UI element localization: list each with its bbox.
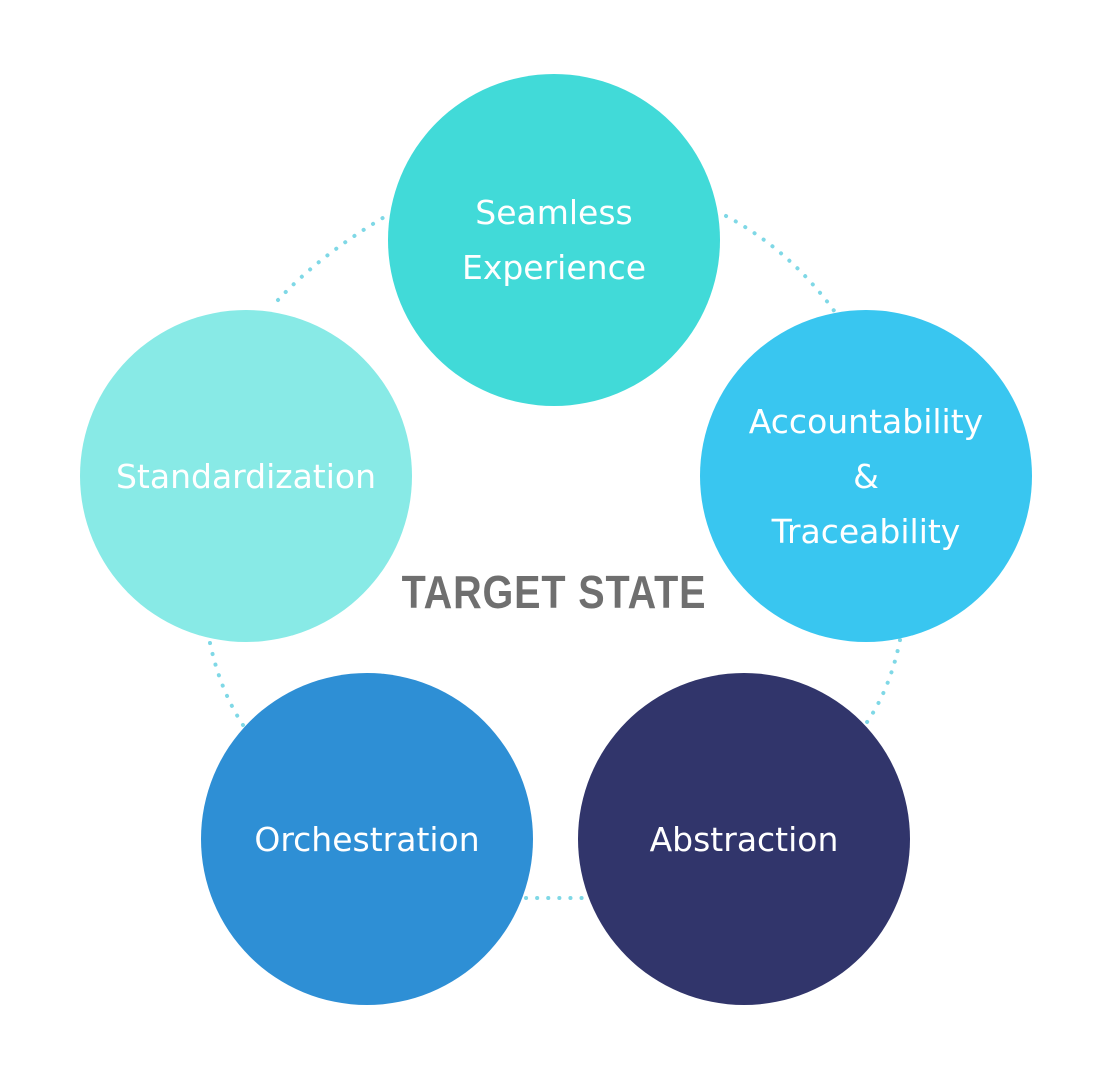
node-label: Orchestration	[254, 819, 480, 859]
node-label: Accountability & Traceability	[748, 401, 984, 551]
node-label: Abstraction	[649, 819, 839, 859]
connector-seamless-accountability	[724, 214, 837, 314]
node-orchestration: Orchestration	[201, 673, 533, 1005]
node-label: Standardization	[115, 456, 377, 496]
node-abstraction: Abstraction	[578, 673, 910, 1005]
node-seamless-experience: Seamless Experience	[388, 74, 720, 406]
node-label: Seamless Experience	[461, 193, 647, 287]
diagram-title: TARGET STATE	[401, 566, 707, 618]
node-accountability-traceability: Accountability & Traceability	[700, 310, 1032, 642]
node-standardization: Standardization	[80, 310, 412, 642]
connector-orchestration-standardization	[208, 641, 245, 727]
connector-accountability-abstraction	[863, 638, 902, 727]
connector-standardization-seamless	[276, 214, 388, 302]
